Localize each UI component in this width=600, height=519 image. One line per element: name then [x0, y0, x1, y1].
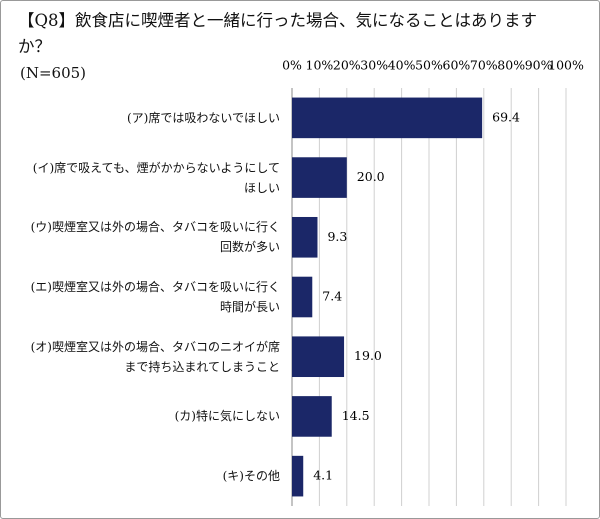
bar — [292, 216, 318, 258]
y-tick-label: (エ)喫煙室又は外の場合、タバコを吸いに行く時間が長い — [30, 280, 280, 314]
bar — [292, 157, 347, 198]
bar — [292, 396, 332, 437]
y-tick-label: (ア)席では吸わないでほしい — [126, 110, 280, 125]
y-tick-label: (カ)特に気にしない — [174, 409, 280, 424]
bar — [292, 455, 304, 497]
value-label: 9.3 — [327, 229, 347, 244]
y-tick-label: (キ)その他 — [222, 469, 280, 484]
value-label: 69.4 — [492, 109, 520, 124]
x-tick-label: 20% — [333, 58, 361, 73]
value-label: 19.0 — [354, 348, 382, 363]
chart-title: 【Q8】飲食店に喫煙者と一緒に行った場合、気になることはありますか？ — [18, 11, 538, 56]
y-tick-label: (オ)喫煙室又は外の場合、タバコのニオイが席まで持ち込まれてしまうこと — [30, 339, 280, 374]
value-label: 4.1 — [313, 468, 333, 483]
y-tick-label: (イ)席で吸えても、煙がかからないようにしてほしい — [32, 160, 280, 195]
y-tick-label: (ウ)喫煙室又は外の場合、タバコを吸いに行く回数が多い — [30, 220, 280, 255]
value-label: 7.4 — [322, 289, 342, 304]
chart-subtitle: (N=605) — [20, 64, 87, 82]
x-tick-label: 0% — [282, 58, 302, 73]
x-tick-label: 80% — [497, 58, 525, 73]
x-tick-label: 70% — [470, 58, 498, 73]
x-tick-label: 50% — [415, 58, 443, 73]
x-tick-label: 90% — [525, 58, 553, 73]
bar — [292, 276, 313, 318]
x-tick-label: 30% — [360, 58, 388, 73]
bar — [292, 336, 345, 378]
bar — [292, 97, 483, 139]
x-tick-label: 10% — [306, 58, 334, 73]
x-tick-label: 60% — [443, 58, 471, 73]
x-tick-label: 40% — [388, 58, 416, 73]
value-label: 20.0 — [357, 169, 385, 184]
value-label: 14.5 — [342, 408, 370, 423]
x-tick-label: 100% — [548, 58, 584, 73]
